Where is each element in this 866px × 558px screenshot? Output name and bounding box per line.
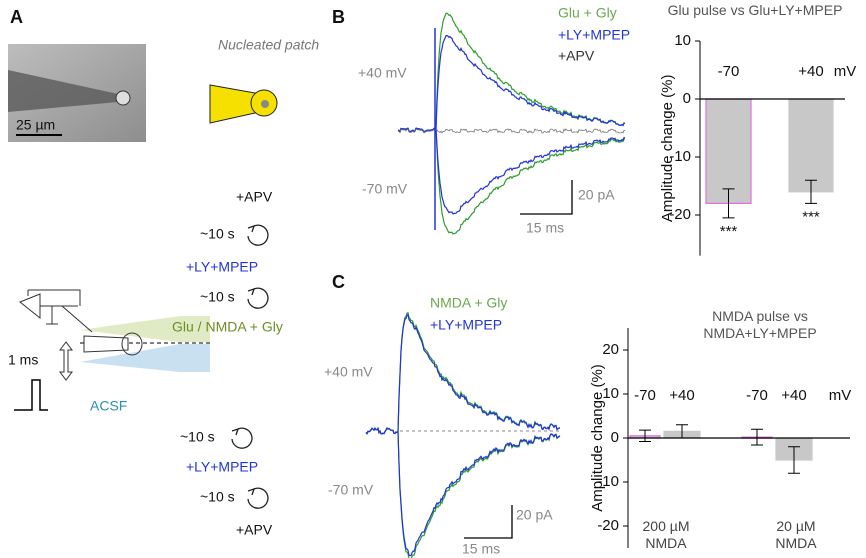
- protocol-step: ACSF: [90, 398, 127, 414]
- pulse-duration: 1 ms: [8, 352, 38, 368]
- legend-entry: +LY+MPEP: [558, 27, 630, 43]
- holding-label: +40 mV: [358, 65, 407, 81]
- category-label: -70: [634, 387, 656, 404]
- protocol-interval: ~10 s: [200, 289, 235, 305]
- trace: [397, 128, 626, 134]
- error-bar: [639, 429, 651, 443]
- category-label: -70: [718, 63, 740, 80]
- pipette-icon: [209, 84, 256, 124]
- protocol-interval: ~10 s: [200, 489, 235, 505]
- group-label: 200 µM NMDA: [642, 518, 690, 551]
- significance: ***: [720, 223, 738, 240]
- y-tick-label: -10: [597, 473, 619, 490]
- y-tick-label: -20: [597, 517, 619, 534]
- category-label: -70: [746, 387, 768, 404]
- traces: [365, 12, 626, 558]
- wait-icons: [231, 224, 269, 509]
- y-tick-label: 20: [602, 341, 619, 358]
- protocol: [14, 289, 210, 411]
- protocol-interval: ~10 s: [200, 226, 235, 242]
- scale-bar: [520, 180, 573, 215]
- legend-entry: +APV: [558, 48, 595, 64]
- chart-title: NMDA pulse vs NMDA+LY+MPEP: [703, 308, 817, 341]
- holding-label: -70 mV: [362, 181, 408, 197]
- protocol-step: +LY+MPEP: [186, 259, 258, 275]
- y-axis-label: Amplitude change (%): [659, 75, 676, 223]
- category-label: +40: [781, 387, 806, 404]
- legend-entry: Glu + Gly: [558, 5, 617, 21]
- y-tick-label: 10: [602, 385, 619, 402]
- bar: [705, 98, 752, 205]
- unit-label: mV: [834, 63, 857, 80]
- scale-label: 20 pA: [516, 507, 553, 523]
- trace: [365, 426, 561, 558]
- scale-bar-label: 25 µm: [16, 117, 55, 133]
- panel-label: A: [10, 7, 23, 27]
- chart-title: Glu pulse vs Glu+LY+MPEP: [667, 2, 843, 18]
- trace: [365, 426, 561, 557]
- y-tick-label: -10: [669, 148, 691, 165]
- group-label: 20 µM NMDA: [775, 518, 817, 551]
- significance: ***: [802, 208, 820, 225]
- y-tick-label: 0: [611, 429, 619, 446]
- protocol-step: +APV: [236, 522, 273, 538]
- unit-label: mV: [829, 387, 852, 404]
- error-bar: [805, 179, 817, 204]
- holding-label: -70 mV: [328, 482, 374, 498]
- patch-title: Nucleated patch: [218, 37, 319, 53]
- protocol-step: Glu / NMDA + Gly: [172, 319, 283, 335]
- y-axis-label: Amplitude change (%): [589, 364, 606, 512]
- legend-entry: NMDA + Gly: [430, 295, 507, 311]
- pipette-image: [8, 70, 118, 112]
- trace: [397, 127, 626, 215]
- scale-label: 15 ms: [462, 541, 500, 557]
- scale-bar: [464, 505, 513, 539]
- error-bar: [722, 188, 735, 219]
- category-label: +40: [669, 387, 694, 404]
- panel-label: B: [332, 7, 345, 27]
- y-tick-label: -20: [669, 206, 691, 223]
- scale-label: 20 pA: [578, 187, 615, 203]
- protocol-step: +APV: [236, 189, 273, 205]
- panel-label: C: [332, 272, 345, 292]
- scale-label: 15 ms: [526, 220, 564, 236]
- error-bar: [751, 428, 763, 446]
- y-tick-label: 10: [674, 32, 691, 49]
- category-label: +40: [798, 63, 823, 80]
- cell-image: [115, 90, 131, 106]
- holding-label: +40 mV: [324, 364, 373, 380]
- y-tick-label: 0: [683, 90, 691, 107]
- bar: [788, 98, 834, 193]
- legend-entry: +LY+MPEP: [430, 317, 502, 333]
- error-bar: [788, 446, 800, 474]
- nucleus-icon: [261, 100, 269, 108]
- protocol-step: +LY+MPEP: [186, 459, 258, 475]
- protocol-interval: ~10 s: [180, 429, 215, 445]
- trace: [365, 313, 561, 435]
